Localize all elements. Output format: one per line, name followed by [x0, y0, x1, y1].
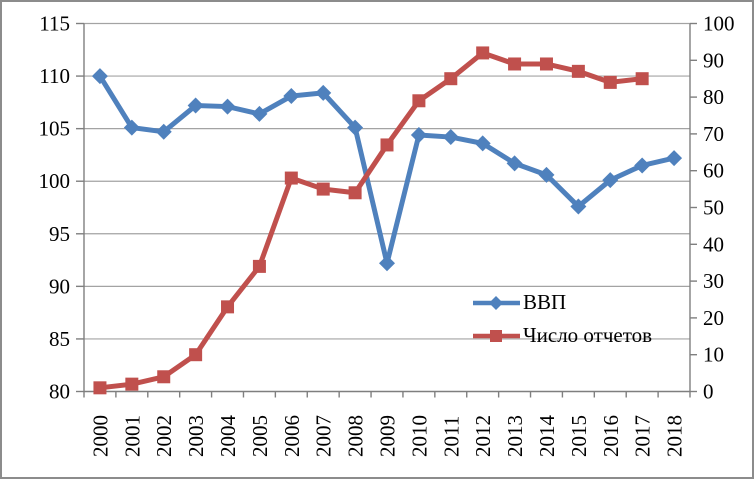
left-axis-label: 85: [49, 327, 70, 351]
data-point-diamond: [155, 123, 172, 140]
data-point-square: [316, 182, 330, 196]
legend-item-gdp: ВВП: [473, 286, 652, 319]
data-point-diamond: [634, 157, 651, 174]
x-axis-label: 2006: [280, 415, 304, 457]
data-point-square: [157, 370, 171, 384]
x-axis-label: 2015: [567, 415, 591, 457]
right-axis-label: 40: [703, 232, 724, 256]
right-axis-label: 50: [703, 196, 724, 220]
data-point-diamond: [347, 119, 364, 136]
series-gdp: [91, 68, 683, 272]
right-axis-label: 10: [703, 343, 724, 367]
x-axis-label: 2009: [376, 415, 400, 457]
data-point-diamond: [602, 172, 619, 189]
data-point-square: [412, 94, 426, 108]
series-reports: [93, 46, 649, 395]
left-axis-label: 110: [39, 64, 70, 88]
right-axis-label: 0: [703, 380, 714, 404]
x-axis-label: 2016: [599, 415, 623, 457]
data-point-diamond: [379, 255, 395, 272]
data-point-diamond: [442, 129, 459, 146]
right-axis-label: 60: [703, 159, 724, 183]
x-axis-label: 2010: [407, 415, 431, 457]
series-line: [97, 74, 675, 264]
data-point-diamond: [315, 84, 332, 101]
legend: ВВП Число отчетов: [473, 286, 652, 352]
x-axis-label: 2000: [88, 415, 112, 457]
right-axis-label: 90: [703, 48, 724, 72]
right-axis-label: 30: [703, 269, 724, 293]
legend-reports-line-sample: [473, 329, 520, 342]
data-point-square: [508, 57, 522, 71]
data-point-diamond: [410, 126, 427, 143]
data-point-square: [380, 138, 394, 152]
x-axis-label: 2017: [631, 415, 655, 457]
left-axis-label: 100: [39, 169, 71, 193]
x-axis-label: 2012: [471, 415, 495, 457]
left-axis-label: 95: [49, 222, 70, 246]
data-point-square: [189, 348, 203, 362]
gridlines: [84, 22, 690, 340]
data-point-diamond: [570, 198, 587, 215]
left-axis-label: 80: [49, 380, 70, 404]
legend-square-marker: [490, 329, 502, 342]
x-axis-label: 2002: [152, 415, 176, 457]
right-axis-label: 70: [703, 122, 724, 146]
x-axis-label: 2014: [535, 415, 559, 458]
legend-label-gdp: ВВП: [523, 290, 567, 314]
data-point-square: [603, 75, 617, 89]
data-point-diamond: [91, 68, 108, 85]
data-point-square: [125, 377, 139, 391]
data-point-square: [284, 171, 298, 185]
data-point-diamond: [506, 155, 523, 172]
x-axis-label: 2001: [120, 415, 144, 457]
x-axis-label: 2018: [663, 415, 687, 457]
legend-gdp-line-sample: [473, 295, 520, 310]
right-axis-label: 20: [703, 306, 724, 330]
data-point-diamond: [666, 150, 683, 167]
data-point-diamond: [123, 119, 140, 136]
axes: [76, 22, 697, 398]
x-axis-label: 2008: [344, 415, 368, 457]
data-point-diamond: [283, 88, 300, 105]
x-axis-label: 2003: [184, 415, 208, 457]
data-point-square: [93, 381, 107, 395]
data-point-square: [348, 186, 362, 200]
legend-diamond-marker: [489, 295, 503, 310]
data-point-square: [444, 72, 458, 86]
data-point-diamond: [187, 97, 204, 114]
left-axis-label: 105: [39, 117, 71, 141]
x-axis-label: 2005: [248, 415, 272, 457]
data-point-square: [476, 46, 490, 60]
data-point-diamond: [251, 105, 268, 122]
left-axis-label: 90: [49, 274, 70, 298]
legend-item-reports: Число отчетов: [473, 319, 652, 352]
data-point-diamond: [219, 98, 236, 115]
legend-label-reports: Число отчетов: [523, 323, 653, 347]
axis-labels: 80 85 90 95 100 105 110 115 0 10 20 30 40 50 60 70 80 90 1…: [39, 12, 735, 458]
x-axis-label: 2007: [312, 415, 336, 457]
data-point-diamond: [474, 135, 491, 152]
x-axis-label: 2013: [503, 415, 527, 457]
data-point-diamond: [538, 166, 555, 183]
right-axis-label: 80: [703, 85, 724, 109]
data-point-square: [571, 64, 585, 78]
data-point-square: [221, 300, 235, 314]
data-point-square: [252, 259, 266, 273]
data-point-square: [635, 72, 649, 86]
right-axis-label: 100: [703, 12, 735, 36]
data-point-square: [539, 57, 553, 71]
x-axis-label: 2004: [216, 415, 240, 458]
x-axis-label: 2011: [439, 416, 463, 457]
left-axis-label: 115: [39, 12, 70, 36]
